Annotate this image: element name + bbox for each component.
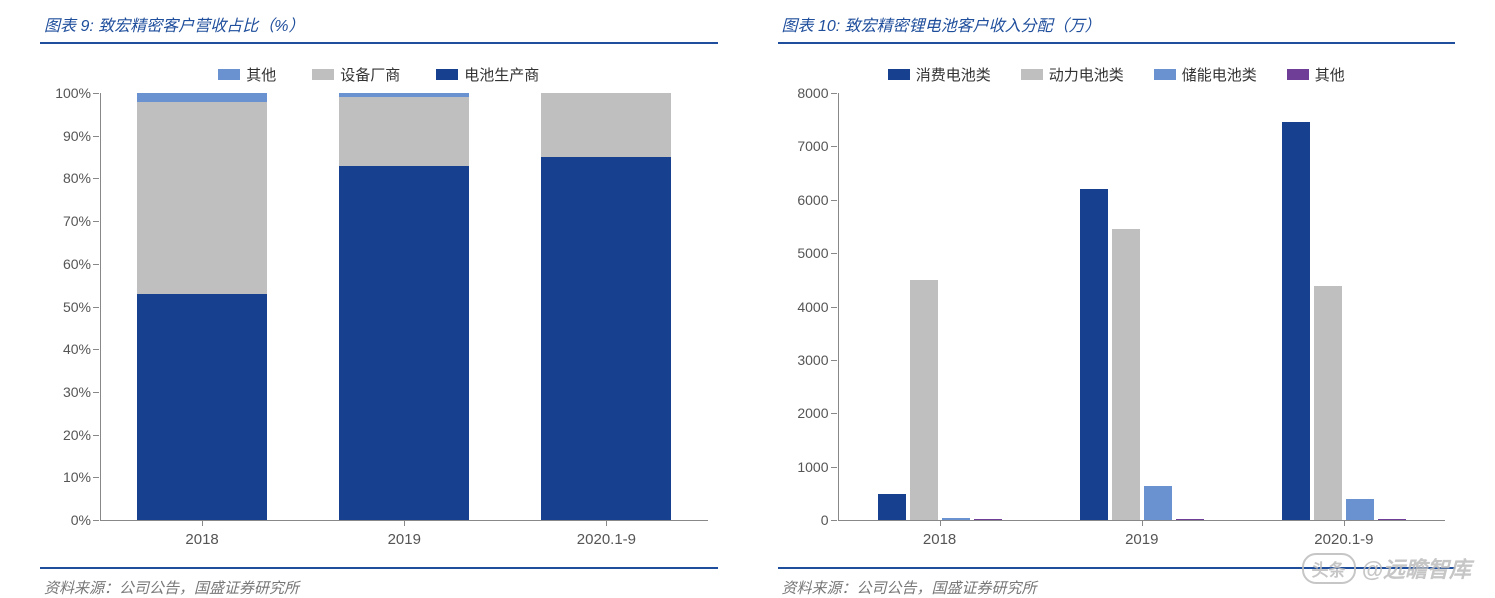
legend-label: 消费电池类 [916, 64, 991, 85]
bar-segment [339, 166, 469, 520]
ytick-label: 8000 [797, 85, 838, 101]
legend-item: 消费电池类 [888, 64, 991, 85]
xtick-label: 2020.1-9 [577, 531, 636, 548]
left-panel: 图表 9: 致宏精密客户营收占比（%） 其他 设备厂商 电池生产商 0%10%2… [40, 0, 718, 598]
legend-item: 储能电池类 [1154, 64, 1257, 85]
legend-swatch-icon [1154, 69, 1176, 80]
xtick [1142, 520, 1143, 526]
xtick [940, 520, 941, 526]
ytick-label: 7000 [797, 138, 838, 154]
bar [1282, 122, 1310, 520]
legend-swatch-icon [218, 69, 240, 80]
ytick-label: 4000 [797, 299, 838, 315]
watermark-badge: 头条 [1302, 553, 1356, 584]
chart-area-right: 0100020003000400050006000700080002018201… [838, 93, 1446, 561]
xtick-label: 2018 [923, 531, 956, 548]
legend-item: 其他 [1287, 64, 1345, 85]
ytick-label: 0 [821, 512, 839, 528]
bar [1314, 286, 1342, 520]
bar-group [1282, 93, 1406, 520]
bar-segment [137, 102, 267, 294]
xtick-label: 2018 [185, 531, 218, 548]
ytick-label: 6000 [797, 192, 838, 208]
bar [1176, 519, 1204, 520]
legend-swatch-icon [1021, 69, 1043, 80]
legend-label: 其他 [1315, 64, 1345, 85]
legend-item: 动力电池类 [1021, 64, 1124, 85]
xtick-label: 2020.1-9 [1314, 531, 1373, 548]
ytick-label: 60% [63, 256, 101, 272]
legend-label: 电池生产商 [464, 64, 539, 85]
ytick-label: 70% [63, 213, 101, 229]
legend-label: 动力电池类 [1049, 64, 1124, 85]
bar-segment [541, 93, 671, 157]
legend-item: 其他 [218, 64, 276, 85]
legend-label: 其他 [246, 64, 276, 85]
ytick-label: 20% [63, 427, 101, 443]
bar [974, 519, 1002, 520]
bar [1112, 229, 1140, 520]
ytick-label: 0% [71, 512, 101, 528]
plot-left: 0%10%20%30%40%50%60%70%80%90%100%2018201… [100, 93, 708, 521]
ytick-label: 40% [63, 341, 101, 357]
ytick-label: 50% [63, 299, 101, 315]
bar-segment [541, 157, 671, 520]
ytick-label: 90% [63, 128, 101, 144]
chart-area-left: 0%10%20%30%40%50%60%70%80%90%100%2018201… [100, 93, 708, 561]
legend-item: 设备厂商 [312, 64, 400, 85]
legend-left: 其他 设备厂商 电池生产商 [40, 64, 718, 85]
stacked-bar [541, 93, 671, 520]
legend-label: 储能电池类 [1182, 64, 1257, 85]
bar [1378, 519, 1406, 520]
bar-segment [137, 93, 267, 102]
legend-swatch-icon [312, 69, 334, 80]
watermark: 头条 @远瞻智库 [1302, 552, 1471, 584]
xtick [606, 520, 607, 526]
chart-title-left: 图表 9: 致宏精密客户营收占比（%） [40, 8, 718, 44]
legend-swatch-icon [888, 69, 910, 80]
xtick [1344, 520, 1345, 526]
legend-right: 消费电池类 动力电池类 储能电池类 其他 [778, 64, 1456, 85]
xtick-label: 2019 [388, 531, 421, 548]
bar [878, 494, 906, 520]
bar-group [878, 93, 1002, 520]
ytick-label: 5000 [797, 245, 838, 261]
ytick-label: 1000 [797, 459, 838, 475]
bar [1346, 499, 1374, 520]
stacked-bar [137, 93, 267, 520]
stacked-bar [339, 93, 469, 520]
xtick [202, 520, 203, 526]
ytick-label: 80% [63, 170, 101, 186]
ytick-label: 10% [63, 469, 101, 485]
right-panel: 图表 10: 致宏精密锂电池客户收入分配（万） 消费电池类 动力电池类 储能电池… [778, 0, 1456, 598]
chart-title-right: 图表 10: 致宏精密锂电池客户收入分配（万） [778, 8, 1456, 44]
xtick-label: 2019 [1125, 531, 1158, 548]
legend-swatch-icon [1287, 69, 1309, 80]
bar [1080, 189, 1108, 520]
legend-swatch-icon [436, 69, 458, 80]
chart-source-left: 资料来源：公司公告，国盛证券研究所 [40, 567, 718, 598]
legend-item: 电池生产商 [436, 64, 539, 85]
ytick-label: 3000 [797, 352, 838, 368]
bar-segment [137, 294, 267, 520]
ytick-label: 2000 [797, 405, 838, 421]
ytick-label: 30% [63, 384, 101, 400]
ytick-label: 100% [55, 85, 101, 101]
bar [942, 518, 970, 520]
watermark-text: @远瞻智库 [1362, 552, 1471, 584]
bar-segment [339, 97, 469, 165]
xtick [404, 520, 405, 526]
bar [910, 280, 938, 520]
plot-right: 0100020003000400050006000700080002018201… [838, 93, 1446, 521]
legend-label: 设备厂商 [340, 64, 400, 85]
bar [1144, 486, 1172, 520]
bar-group [1080, 93, 1204, 520]
